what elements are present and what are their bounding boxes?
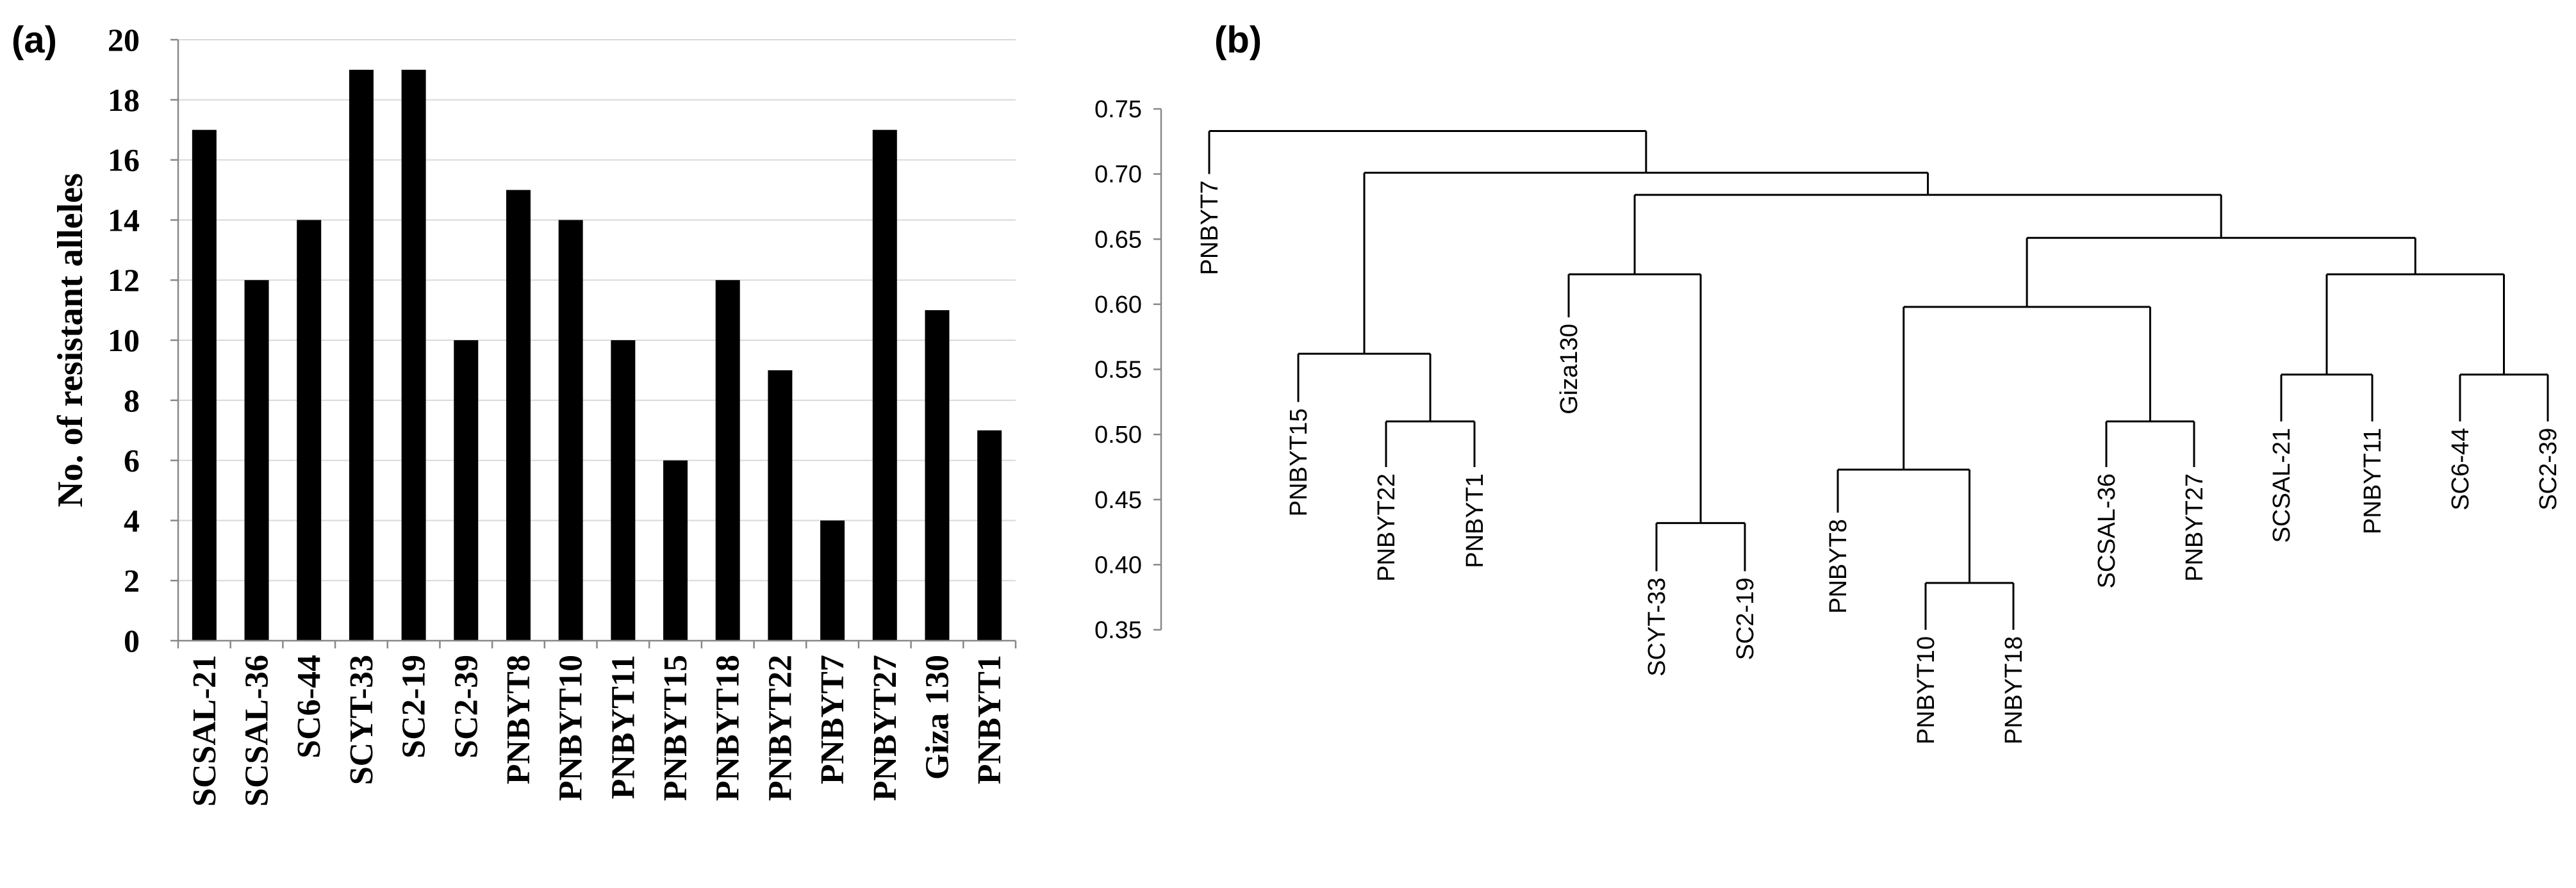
category-label: PNBYT18: [710, 655, 747, 801]
y-tick-label: 4: [124, 502, 140, 538]
bar: [715, 280, 740, 641]
bar: [820, 520, 845, 641]
y-tick-label: 10: [108, 322, 140, 358]
leaf-label: PNBYT18: [2001, 636, 2027, 744]
category-label: PNBYT22: [762, 655, 798, 801]
category-label: SCSAL-36: [239, 655, 276, 807]
leaf-label: PNBYT22: [1373, 473, 1400, 582]
panel-label-b: (b): [1214, 19, 1262, 61]
leaf-label: PNBYT15: [1285, 408, 1312, 516]
category-label: SCYT-33: [343, 655, 380, 785]
bar: [244, 280, 269, 641]
y-tick-label: 12: [108, 262, 140, 298]
dendro-y-tick-label: 0.65: [1094, 226, 1142, 253]
bar: [349, 69, 374, 641]
category-label: SC2-39: [448, 655, 484, 759]
category-label: SCSAL-21: [186, 655, 223, 807]
category-label: PNBYT10: [553, 655, 590, 801]
leaf-label: PNBYT1: [1462, 473, 1489, 568]
y-tick-label: 18: [108, 82, 140, 118]
panel-label-a: (a): [12, 19, 57, 61]
bar: [925, 310, 950, 641]
category-label: PNBYT27: [867, 655, 904, 801]
dendro-y-tick-label: 0.60: [1094, 292, 1142, 318]
bar: [297, 220, 322, 641]
y-tick-label: 6: [124, 443, 140, 479]
leaf-label: SC6-44: [2447, 428, 2474, 511]
bar: [611, 340, 636, 641]
leaf-label: Giza130: [1556, 324, 1583, 415]
y-tick-label: 0: [124, 623, 140, 659]
category-label: SC6-44: [291, 655, 327, 759]
leaf-label: PNBYT8: [1825, 519, 1852, 614]
bar-chart: 0 2 4 6 8 10 12 14 16 18 20 No. of resistant allele…: [51, 22, 1017, 807]
dendro-y-tick-label: 0.35: [1094, 617, 1142, 644]
bar: [558, 220, 583, 641]
bar: [454, 340, 479, 641]
bar: [768, 370, 793, 641]
category-label: PNBYT15: [657, 655, 694, 801]
y-tick-label: 8: [124, 382, 140, 418]
leaf-label: PNBYT7: [1196, 181, 1223, 275]
category-label: SC2-19: [396, 655, 433, 759]
dendro-y-tick-label: 0.45: [1094, 487, 1142, 514]
y-tick-label: 16: [108, 142, 140, 178]
leaf-label: SCSAL-21: [2268, 428, 2295, 543]
leaf-label: SC2-19: [1732, 578, 1759, 661]
category-label: PNBYT11: [605, 655, 641, 799]
leaf-label: SC2-39: [2535, 428, 2562, 511]
bar: [401, 69, 426, 641]
dendrogram: 0.35 0.40 0.45 0.50 0.55 0.60 0.65 0.70 0.75 PNBY…: [1094, 96, 2562, 744]
category-label: PNBYT1: [971, 655, 1008, 784]
bar: [872, 129, 897, 641]
leaf-label: PNBYT27: [2181, 473, 2208, 582]
dendro-y-tick-label: 0.55: [1094, 357, 1142, 384]
y-axis-label: No. of resistant alleles: [51, 173, 90, 507]
leaf-label: PNBYT11: [2359, 428, 2386, 534]
dendro-y-tick-label: 0.75: [1094, 96, 1142, 123]
dendro-y-tick-label: 0.50: [1094, 422, 1142, 448]
leaf-label: PNBYT10: [1913, 636, 1940, 744]
bar: [192, 129, 217, 641]
bar: [506, 190, 531, 641]
dendro-y-tick-label: 0.40: [1094, 552, 1142, 579]
dendro-y-tick-label: 0.70: [1094, 161, 1142, 188]
bar: [977, 430, 1002, 641]
category-label: PNBYT7: [814, 655, 851, 784]
y-tick-label: 14: [108, 202, 140, 238]
category-label: Giza 130: [919, 655, 955, 780]
leaf-label: SCYT-33: [1644, 578, 1671, 677]
y-tick-label: 20: [108, 22, 140, 58]
leaf-label: SCSAL-36: [2093, 473, 2120, 589]
bar: [663, 460, 688, 641]
y-tick-label: 2: [124, 563, 140, 598]
category-label: PNBYT8: [500, 655, 537, 784]
